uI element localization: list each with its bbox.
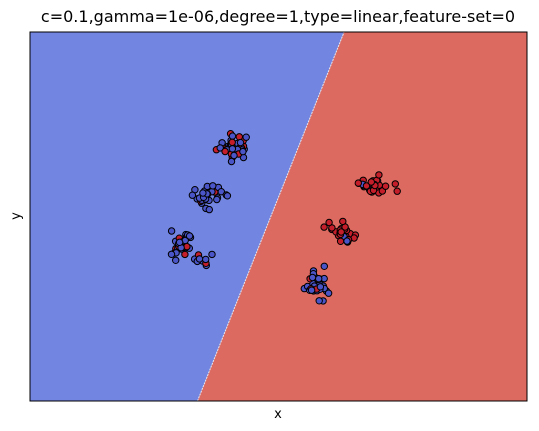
data-point-class0	[202, 255, 210, 264]
data-point-class1	[367, 178, 375, 186]
data-point-class0	[172, 256, 180, 264]
data-point-class0	[228, 132, 237, 140]
data-point-class1	[181, 250, 189, 259]
data-point-class0	[167, 227, 176, 235]
data-point-class0	[320, 262, 328, 270]
data-point-class1	[183, 242, 191, 251]
data-point-class0	[316, 283, 325, 291]
points-layer	[167, 130, 401, 305]
data-point-class0	[242, 133, 250, 141]
data-point-class1	[228, 138, 236, 147]
data-point-class0	[175, 238, 184, 247]
data-point-class0	[216, 144, 224, 152]
data-point-class1	[339, 217, 347, 226]
data-point-class1	[393, 187, 401, 195]
data-point-class0	[199, 189, 207, 197]
data-point-class0	[205, 205, 214, 214]
data-point-class0	[343, 237, 351, 245]
data-point-class1	[221, 147, 229, 156]
data-point-class0	[239, 147, 247, 156]
x-axis-label: x	[274, 407, 282, 422]
data-point-class0	[307, 286, 316, 294]
data-point-class0	[213, 195, 221, 204]
data-point-class0	[167, 250, 176, 259]
data-point-class0	[236, 138, 245, 147]
y-axis-label: y	[9, 212, 24, 220]
data-point-class0	[188, 191, 197, 199]
data-point-class0	[208, 250, 216, 259]
data-point-class1	[235, 133, 244, 141]
data-point-class1	[325, 218, 333, 227]
data-point-class0	[308, 273, 317, 282]
plot-area	[30, 31, 527, 402]
data-point-class1	[336, 237, 345, 246]
data-point-class0	[315, 275, 323, 283]
data-point-class0	[209, 182, 217, 190]
data-point-class0	[185, 232, 194, 240]
data-point-class1	[362, 182, 371, 190]
data-point-class1	[381, 182, 390, 190]
data-point-class0	[230, 151, 238, 160]
chart-title: c=0.1,gamma=1e-06,degree=1,type=linear,f…	[41, 7, 515, 26]
decision-boundary	[197, 31, 345, 402]
data-point-class1	[320, 223, 328, 231]
data-point-class0	[217, 188, 226, 196]
axes-frame	[29, 31, 528, 402]
decision-region-class0	[30, 32, 345, 401]
data-point-class1	[354, 179, 362, 187]
data-point-class0	[315, 297, 323, 305]
data-point-class1	[375, 171, 383, 179]
data-point-class0	[223, 192, 232, 200]
data-point-class0	[195, 255, 204, 263]
data-point-class0	[324, 289, 333, 297]
data-point-class1	[391, 180, 399, 188]
data-point-class1	[337, 228, 345, 236]
data-point-class0	[227, 157, 236, 166]
data-point-class0	[228, 145, 237, 153]
decision-region-class1	[197, 32, 527, 401]
